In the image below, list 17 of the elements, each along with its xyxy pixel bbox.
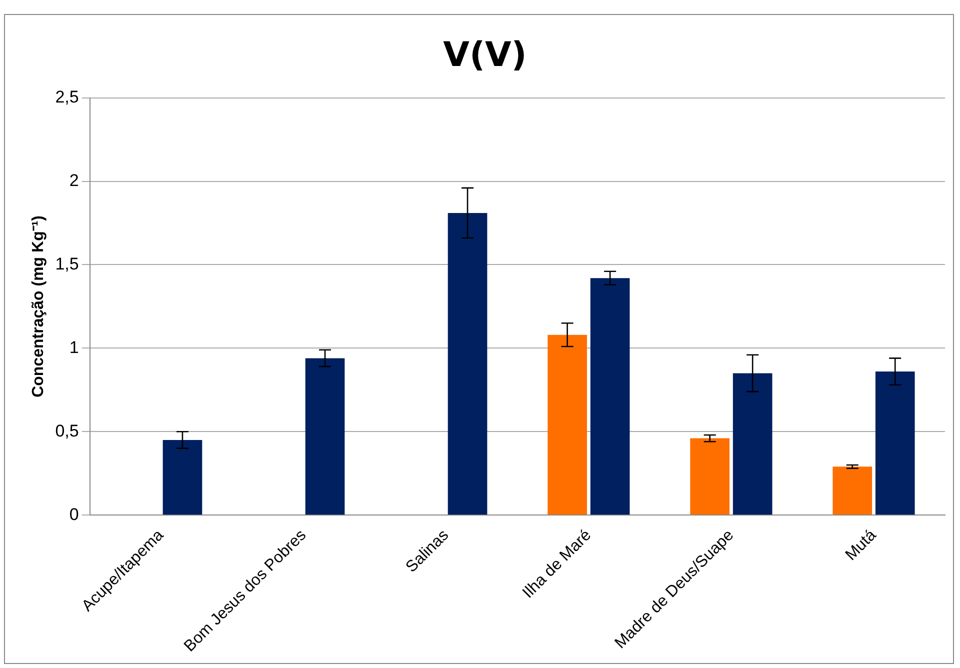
y-tick-label: 2 (69, 170, 79, 190)
y-tick-label: 1,5 (55, 254, 79, 274)
bar (305, 358, 345, 515)
bar (590, 278, 630, 515)
chart-title: V(V) (443, 35, 527, 76)
bar (162, 440, 202, 515)
bar (548, 334, 587, 515)
y-tick-label: 2,5 (55, 87, 79, 106)
bar (875, 372, 915, 515)
bar (732, 373, 772, 515)
y-tick-label: 0,5 (55, 421, 79, 440)
bar (448, 212, 488, 515)
y-axis-title: Concentração (mg Kg⁻¹) (30, 215, 48, 398)
y-tick-label: 1 (69, 338, 79, 357)
bar (690, 438, 730, 515)
y-tick-label: 0 (69, 504, 79, 524)
bar (832, 466, 872, 515)
